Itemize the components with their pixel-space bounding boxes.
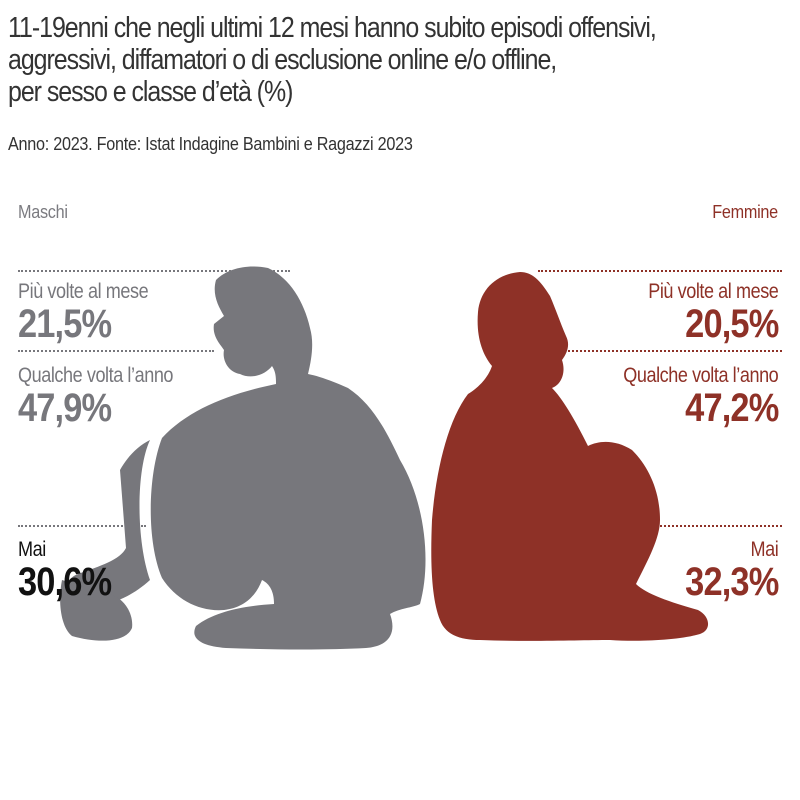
- separator-female-2: [568, 350, 782, 352]
- title-line: 11-19enni che negli ultimi 12 mesi hanno…: [8, 12, 657, 44]
- data-label: 21,5%: [18, 302, 112, 346]
- girl-sitting-silhouette-icon: [431, 272, 709, 641]
- data-label: 30,6%: [18, 560, 112, 604]
- separator-female-1: [538, 270, 782, 272]
- title-line: per sesso e classe d’età (%): [8, 76, 293, 108]
- category-label: Qualche volta l’anno: [18, 364, 174, 387]
- data-label: 32,3%: [684, 560, 779, 604]
- separator-male-3: [18, 525, 146, 527]
- category-label: Più volte al mese: [647, 280, 779, 303]
- chart-title: 11-19enni che negli ultimi 12 mesi hanno…: [8, 12, 791, 108]
- separator-female-3: [656, 525, 782, 527]
- category-label: Mai: [750, 538, 778, 561]
- separator-male-2: [18, 350, 214, 352]
- category-label: Mai: [18, 538, 46, 561]
- boy-sitting-silhouette-icon: [60, 266, 426, 650]
- title-line: aggressivi, diffamatori o di esclusione …: [8, 44, 557, 76]
- data-label: 47,9%: [18, 386, 112, 430]
- separator-male-1: [18, 270, 290, 272]
- data-label: 47,2%: [684, 386, 779, 430]
- series-label-male: Maschi: [18, 202, 68, 222]
- category-label: Qualche volta l’anno: [622, 364, 778, 387]
- data-label: 20,5%: [684, 302, 779, 346]
- category-label: Più volte al mese: [18, 280, 149, 303]
- series-label-female: Femmine: [712, 202, 778, 222]
- chart-subtitle: Anno: 2023. Fonte: Istat Indagine Bambin…: [8, 134, 413, 154]
